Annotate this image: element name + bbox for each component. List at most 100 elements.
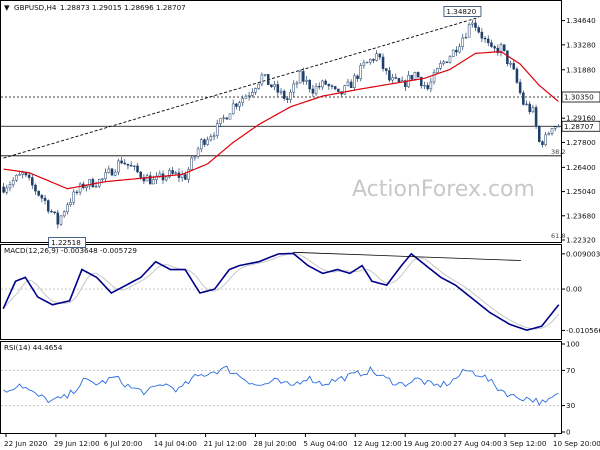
rsi-title: RSI(14) 44.4654 xyxy=(4,343,63,352)
candle-body xyxy=(11,179,15,185)
candle-body xyxy=(493,46,496,49)
candle-body xyxy=(21,172,24,175)
rising-trendline xyxy=(3,16,479,159)
candle-body xyxy=(94,185,98,188)
candle-body xyxy=(263,74,267,76)
candle-body xyxy=(461,37,465,47)
candle-body xyxy=(477,27,480,33)
candle-body xyxy=(467,23,471,38)
candle-body xyxy=(37,190,40,196)
candle-body xyxy=(123,162,127,165)
candle-body xyxy=(337,88,340,92)
watermark-text: ActionForex.com xyxy=(352,177,535,202)
price-tick-label: 1.31880 xyxy=(566,65,596,74)
candle-body xyxy=(200,139,203,150)
price-tick-label: 1.34640 xyxy=(566,16,596,25)
extreme-label: 1.34820 xyxy=(446,7,476,16)
candle-body xyxy=(91,179,95,188)
time-axis: 22 Jun 2020 29 Jun 12:00 6 Jul 20:00 14 Jul… xyxy=(4,433,600,448)
candle-body xyxy=(72,191,76,203)
symbol-timeframe: GBPUSD,H4 xyxy=(14,3,57,12)
candle-body xyxy=(423,85,426,87)
candles-layer xyxy=(2,19,560,229)
candle-body xyxy=(455,49,458,53)
time-tick-label: 5 Aug 04:00 xyxy=(303,439,347,448)
candle-body xyxy=(483,37,487,40)
candle-body xyxy=(257,83,260,89)
candle-body xyxy=(502,44,506,51)
candle-body xyxy=(362,62,366,66)
candle-body xyxy=(314,85,318,94)
candle-body xyxy=(101,178,104,180)
candle-body xyxy=(59,215,63,225)
candle-body xyxy=(365,61,369,64)
price-tick-label: 1.23680 xyxy=(566,211,596,220)
price-grid-lines: 1.30350 1.28707 38.2 61.8 xyxy=(1,91,600,240)
extreme-label: 1.22518 xyxy=(51,238,81,247)
candle-body xyxy=(219,118,222,124)
candle-body xyxy=(302,71,305,82)
candle-body xyxy=(292,83,296,93)
macd-axis: 0.009003 0.00 -0.010566 xyxy=(561,249,600,335)
candle-body xyxy=(553,126,557,129)
candle-body xyxy=(129,165,133,167)
time-tick-label: 6 Jul 20:00 xyxy=(104,439,143,448)
time-tick-label: 14 Jul 04:00 xyxy=(154,439,198,448)
fibo-38-label: 38.2 xyxy=(551,148,565,156)
candle-body xyxy=(120,160,123,164)
candle-body xyxy=(62,211,66,217)
candle-body xyxy=(168,170,171,178)
price-level-box xyxy=(561,91,600,103)
candle-body xyxy=(420,76,423,87)
symbol-arrow-icon: ▼ xyxy=(4,3,10,12)
candle-body xyxy=(155,175,158,180)
macd-line xyxy=(2,252,560,332)
macd-divergence-line xyxy=(293,251,521,261)
rsi-layer xyxy=(1,365,561,407)
candle-body xyxy=(184,174,187,180)
candle-body xyxy=(439,63,442,69)
candle-body xyxy=(15,174,18,181)
macd-title: MACD(12,26,9) -0.003648 -0.005729 xyxy=(4,246,137,255)
candle-body xyxy=(522,92,525,105)
candle-body xyxy=(18,174,21,176)
candle-body xyxy=(69,201,72,205)
candle-body xyxy=(544,134,547,145)
candle-body xyxy=(557,125,560,128)
candle-body xyxy=(171,170,174,174)
candle-body xyxy=(279,90,283,93)
candle-body xyxy=(190,157,193,170)
candle-body xyxy=(512,63,516,70)
candle-body xyxy=(317,85,321,88)
candle-body xyxy=(509,63,512,65)
candle-body xyxy=(228,113,232,120)
candle-body xyxy=(305,79,308,82)
macd-tick-label: 0.00 xyxy=(566,285,582,294)
candle-body xyxy=(506,50,509,64)
candle-body xyxy=(110,168,114,176)
candle-body xyxy=(113,171,117,176)
candle-body xyxy=(260,74,264,85)
candle-body xyxy=(152,179,155,185)
candle-body xyxy=(43,197,47,201)
macd-tick-label: -0.010566 xyxy=(566,326,600,335)
candle-body xyxy=(349,81,353,88)
candle-body xyxy=(432,72,436,83)
candle-body xyxy=(174,172,178,174)
candle-body xyxy=(356,75,359,79)
price-tick-label: 1.27800 xyxy=(566,138,596,147)
rsi-tick-label: 0 xyxy=(566,428,571,437)
candle-body xyxy=(295,82,299,85)
candle-body xyxy=(378,53,382,58)
candle-body xyxy=(247,95,251,97)
candle-body xyxy=(75,191,79,194)
candle-body xyxy=(235,103,238,107)
candle-body xyxy=(384,68,388,71)
candle-body xyxy=(404,80,407,88)
candle-body xyxy=(391,77,394,81)
price-level-box xyxy=(561,120,600,132)
candle-body xyxy=(445,61,449,64)
candle-body xyxy=(499,44,503,54)
candle-body xyxy=(458,46,461,53)
candle-body xyxy=(375,53,378,61)
